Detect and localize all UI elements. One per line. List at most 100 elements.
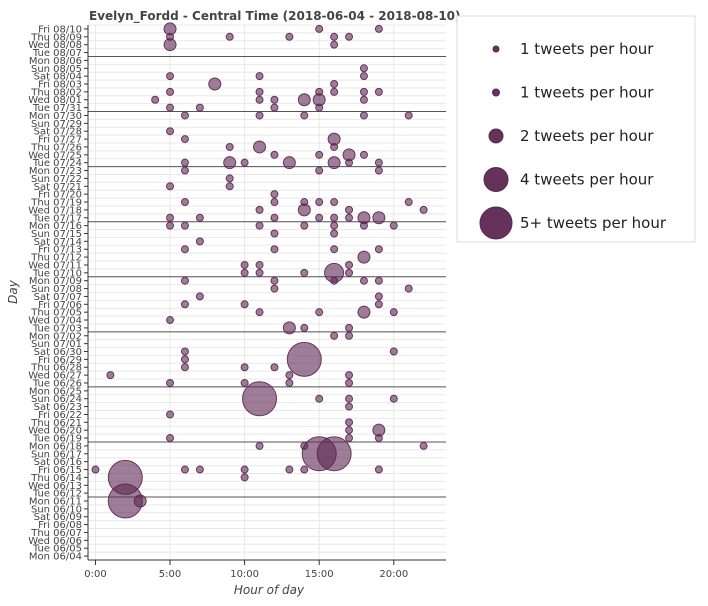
y-tick-label: Wed 06/06 xyxy=(28,536,82,547)
tweet-point xyxy=(166,72,175,81)
tweet-point xyxy=(330,80,339,89)
y-tick-label: Thu 07/12 xyxy=(30,253,82,264)
y-tick-label: Sun 07/15 xyxy=(31,229,82,240)
tweet-point xyxy=(357,250,371,264)
y-tick-label: Tue 07/31 xyxy=(32,103,82,114)
y-tick-label: Tue 06/12 xyxy=(32,489,82,500)
tweet-point xyxy=(345,323,354,332)
legend-marker xyxy=(492,88,500,97)
axes xyxy=(87,25,446,561)
tweet-point xyxy=(195,465,204,474)
tweet-point xyxy=(282,156,296,170)
tweet-point xyxy=(255,221,264,230)
tweet-point xyxy=(330,229,339,238)
tweet-point xyxy=(270,190,279,199)
tweet-point xyxy=(255,205,264,214)
y-tick-label: Mon 06/18 xyxy=(29,441,82,452)
y-tick-label: Wed 06/20 xyxy=(28,426,82,437)
y-tick-label: Wed 07/18 xyxy=(28,205,82,216)
tweet-point xyxy=(345,331,354,340)
y-tick-label: Thu 08/02 xyxy=(30,87,82,98)
tweet-point xyxy=(180,135,189,144)
tweet-point xyxy=(374,434,383,443)
y-tick-label: Tue 06/05 xyxy=(32,544,82,555)
tweet-point xyxy=(133,494,147,508)
y-axis-title: Day xyxy=(6,279,20,304)
tweet-point xyxy=(359,150,368,159)
tweet-point xyxy=(270,95,279,104)
tweet-point xyxy=(300,323,309,332)
tweet-point xyxy=(195,103,204,112)
y-tick-label: Wed 08/08 xyxy=(28,40,82,51)
tweet-point xyxy=(330,142,339,151)
tweet-point xyxy=(330,245,339,254)
tweet-point xyxy=(166,378,175,387)
tweet-point xyxy=(255,260,264,269)
y-tick-label: Tue 07/24 xyxy=(32,158,82,169)
tweet-point xyxy=(180,276,189,285)
tweet-point xyxy=(330,32,339,41)
tweet-point xyxy=(372,211,386,225)
tweet-point xyxy=(345,158,354,167)
tweet-point xyxy=(345,205,354,214)
tweet-point xyxy=(330,221,339,230)
y-tick-label: Sun 06/17 xyxy=(31,449,82,460)
legend-marker xyxy=(488,128,504,144)
tweet-point xyxy=(315,103,324,112)
y-tick-label: Fri 08/10 xyxy=(38,24,82,35)
y-tick-label: Thu 06/14 xyxy=(30,473,82,484)
tweet-point xyxy=(404,198,413,207)
y-tick-label: Thu 07/26 xyxy=(30,142,82,153)
tweet-point xyxy=(300,221,309,230)
y-tick-label: Sun 07/08 xyxy=(31,284,82,295)
y-tick-label: Fri 07/06 xyxy=(38,300,82,311)
tweet-point xyxy=(327,156,341,170)
tweet-point xyxy=(404,284,413,293)
tweet-point xyxy=(270,150,279,159)
tweet-point xyxy=(225,182,234,191)
y-tick-label: Sat 07/28 xyxy=(34,127,82,138)
y-tick-label: Sat 06/30 xyxy=(34,347,82,358)
legend-label: 4 tweets per hour xyxy=(520,171,654,189)
y-tick-label: Thu 06/28 xyxy=(30,363,82,374)
legend-label: 2 tweets per hour xyxy=(520,127,654,145)
y-tick-label: Sat 08/04 xyxy=(34,72,82,83)
tweet-point xyxy=(225,142,234,151)
tweet-point xyxy=(315,213,324,222)
y-tick-label: Mon 06/04 xyxy=(29,552,82,563)
tweet-point xyxy=(240,268,249,277)
tweet-point xyxy=(195,213,204,222)
chart-title: Evelyn_Fordd - Central Time (2018-06-04 … xyxy=(89,9,461,24)
tweet-point xyxy=(359,111,368,120)
legend-marker xyxy=(479,206,513,240)
y-tick-label: Wed 07/04 xyxy=(28,316,82,327)
tweet-point xyxy=(180,347,189,356)
y-tick-label: Mon 06/25 xyxy=(29,386,82,397)
tweet-point xyxy=(389,394,398,403)
tweet-point xyxy=(180,111,189,120)
y-tick-label: Mon 07/02 xyxy=(29,331,82,342)
tweet-point xyxy=(345,394,354,403)
tweet-point xyxy=(106,371,115,380)
tweet-point xyxy=(374,166,383,175)
y-tick-label: Thu 07/05 xyxy=(30,308,82,319)
tweet-point xyxy=(315,394,324,403)
tweet-point xyxy=(166,103,175,112)
y-tick-label: Tue 06/19 xyxy=(32,434,82,445)
tweet-point xyxy=(345,378,354,387)
tweet-point xyxy=(166,87,175,96)
tweet-point xyxy=(374,24,383,33)
tweet-point xyxy=(330,331,339,340)
tweet-point xyxy=(208,77,222,91)
tweet-point xyxy=(389,347,398,356)
tweet-point xyxy=(345,268,354,277)
tweet-point xyxy=(225,32,234,41)
legend-label: 5+ tweets per hour xyxy=(520,214,667,232)
y-tick-label: Wed 07/11 xyxy=(28,260,82,271)
tweet-point xyxy=(374,292,383,301)
tweet-point xyxy=(240,260,249,269)
tweet-point xyxy=(330,40,339,49)
tweet-point xyxy=(374,300,383,309)
tweet-point xyxy=(270,229,279,238)
